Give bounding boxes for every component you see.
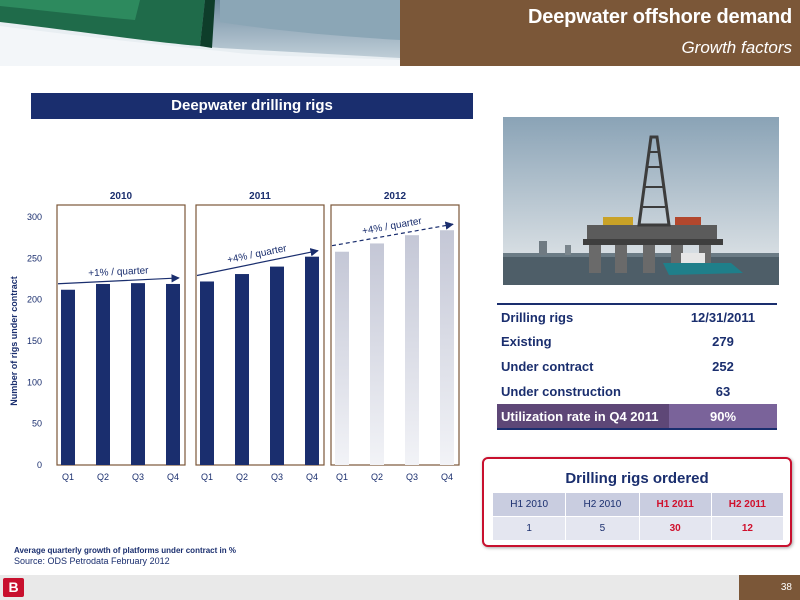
ordered-header: H2 2011 [710,492,785,517]
bar [335,251,349,465]
bar [200,281,214,465]
ordered-header: H1 2010 [491,492,567,517]
x-tick-label: Q4 [167,472,179,482]
table-row: Under construction 63 [497,379,777,404]
bar [440,230,454,465]
y-tick-label: 50 [32,419,42,429]
rigs-row-value: 90% [669,404,777,429]
x-tick-label: Q2 [97,472,109,482]
y-tick-label: 100 [27,377,42,387]
x-tick-label: Q1 [336,472,348,482]
x-tick-label: Q4 [306,472,318,482]
company-logo: B [3,578,24,597]
y-tick-label: 0 [37,460,42,470]
rigs-row-value: 279 [712,334,734,349]
trend-annotation: +4% / quarter [361,216,423,237]
offshore-rig-photo [503,117,779,285]
rigs-row-value: 252 [712,359,734,374]
x-tick-label: Q4 [441,472,453,482]
bar [61,289,75,465]
rig-chart: 0 50 100 150 200 250 300 Number of rigs under c… [9,191,460,482]
hero-ship-image [0,0,400,66]
ordered-header: H2 2010 [565,492,640,517]
year-frame [330,204,460,466]
trend-arrow [196,248,319,277]
x-tick-label: Q3 [406,472,418,482]
year-frame [56,204,186,466]
bar [131,283,145,465]
x-tick-label: Q3 [132,472,144,482]
bar [235,274,249,465]
page-number: 38 [739,575,800,600]
y-tick-label: 300 [27,212,42,222]
slide-subtitle: Growth factors [681,38,792,57]
y-axis-label: Number of rigs under contract [9,276,19,406]
x-tick-label: Q2 [236,472,248,482]
bottom-bar [0,575,800,600]
rigs-row-value: 12/31/2011 [690,309,756,325]
bar [305,256,319,465]
x-tick-label: Q1 [201,472,213,482]
table-row: Under contract 252 [497,354,777,379]
source-note: Source: ODS Petrodata February 2012 [14,556,170,566]
bar [166,283,180,465]
ordered-value: 30 [638,516,712,541]
year-label: 2011 [249,191,271,202]
table-row: Existing 279 [497,329,777,354]
y-tick-label: 200 [27,295,42,305]
table-row: Drilling rigs 12/31/2011 [497,304,777,329]
chart-header: Deepwater drilling rigs [31,93,473,119]
x-tick-label: Q2 [371,472,383,482]
trend-annotation: +1% / quarter [88,265,149,279]
ordered-value: 1 [491,516,567,541]
rigs-row-label: Under construction [501,384,621,399]
footnote: Average quarterly growth of platforms un… [14,546,236,555]
bar [370,243,384,465]
ordered-value: 12 [710,516,785,541]
trend-arrow [57,274,180,285]
rigs-row-label: Under contract [501,359,594,374]
rigs-row-label: Existing [501,334,552,349]
bar [405,235,419,465]
x-tick-label: Q1 [62,472,74,482]
table-row: H1 2010 H2 2010 H1 2011 H2 2011 [491,492,785,517]
title-band: Deepwater offshore demand Growth factors [400,0,800,66]
y-tick-label: 150 [27,336,42,346]
rigs-ordered-title: Drilling rigs ordered [565,470,709,487]
rigs-row-label: Utilization rate in Q4 2011 [497,404,669,429]
slide-title: Deepwater offshore demand [528,6,792,28]
year-frame [195,204,325,466]
rigs-ordered-table: H1 2010 H2 2010 H1 2011 H2 2011 1 5 30 1… [491,492,785,541]
year-label: 2010 [110,191,133,202]
rigs-ordered-box: Drilling rigs ordered H1 2010 H2 2010 H1… [482,457,792,547]
x-tick-label: Q3 [271,472,283,482]
rigs-row-value: 63 [715,384,731,399]
bar [270,266,284,465]
ordered-header: H1 2011 [638,492,712,517]
table-row: 1 5 30 12 [491,516,785,541]
rigs-row-label: Drilling rigs [501,309,574,325]
ordered-value: 5 [565,516,640,541]
y-tick-label: 250 [27,253,42,263]
bar [96,283,110,465]
rigs-table: Drilling rigs 12/31/2011 Existing 279 Un… [497,303,777,430]
table-row-highlight: Utilization rate in Q4 2011 90% [497,404,777,429]
year-label: 2012 [384,191,407,202]
